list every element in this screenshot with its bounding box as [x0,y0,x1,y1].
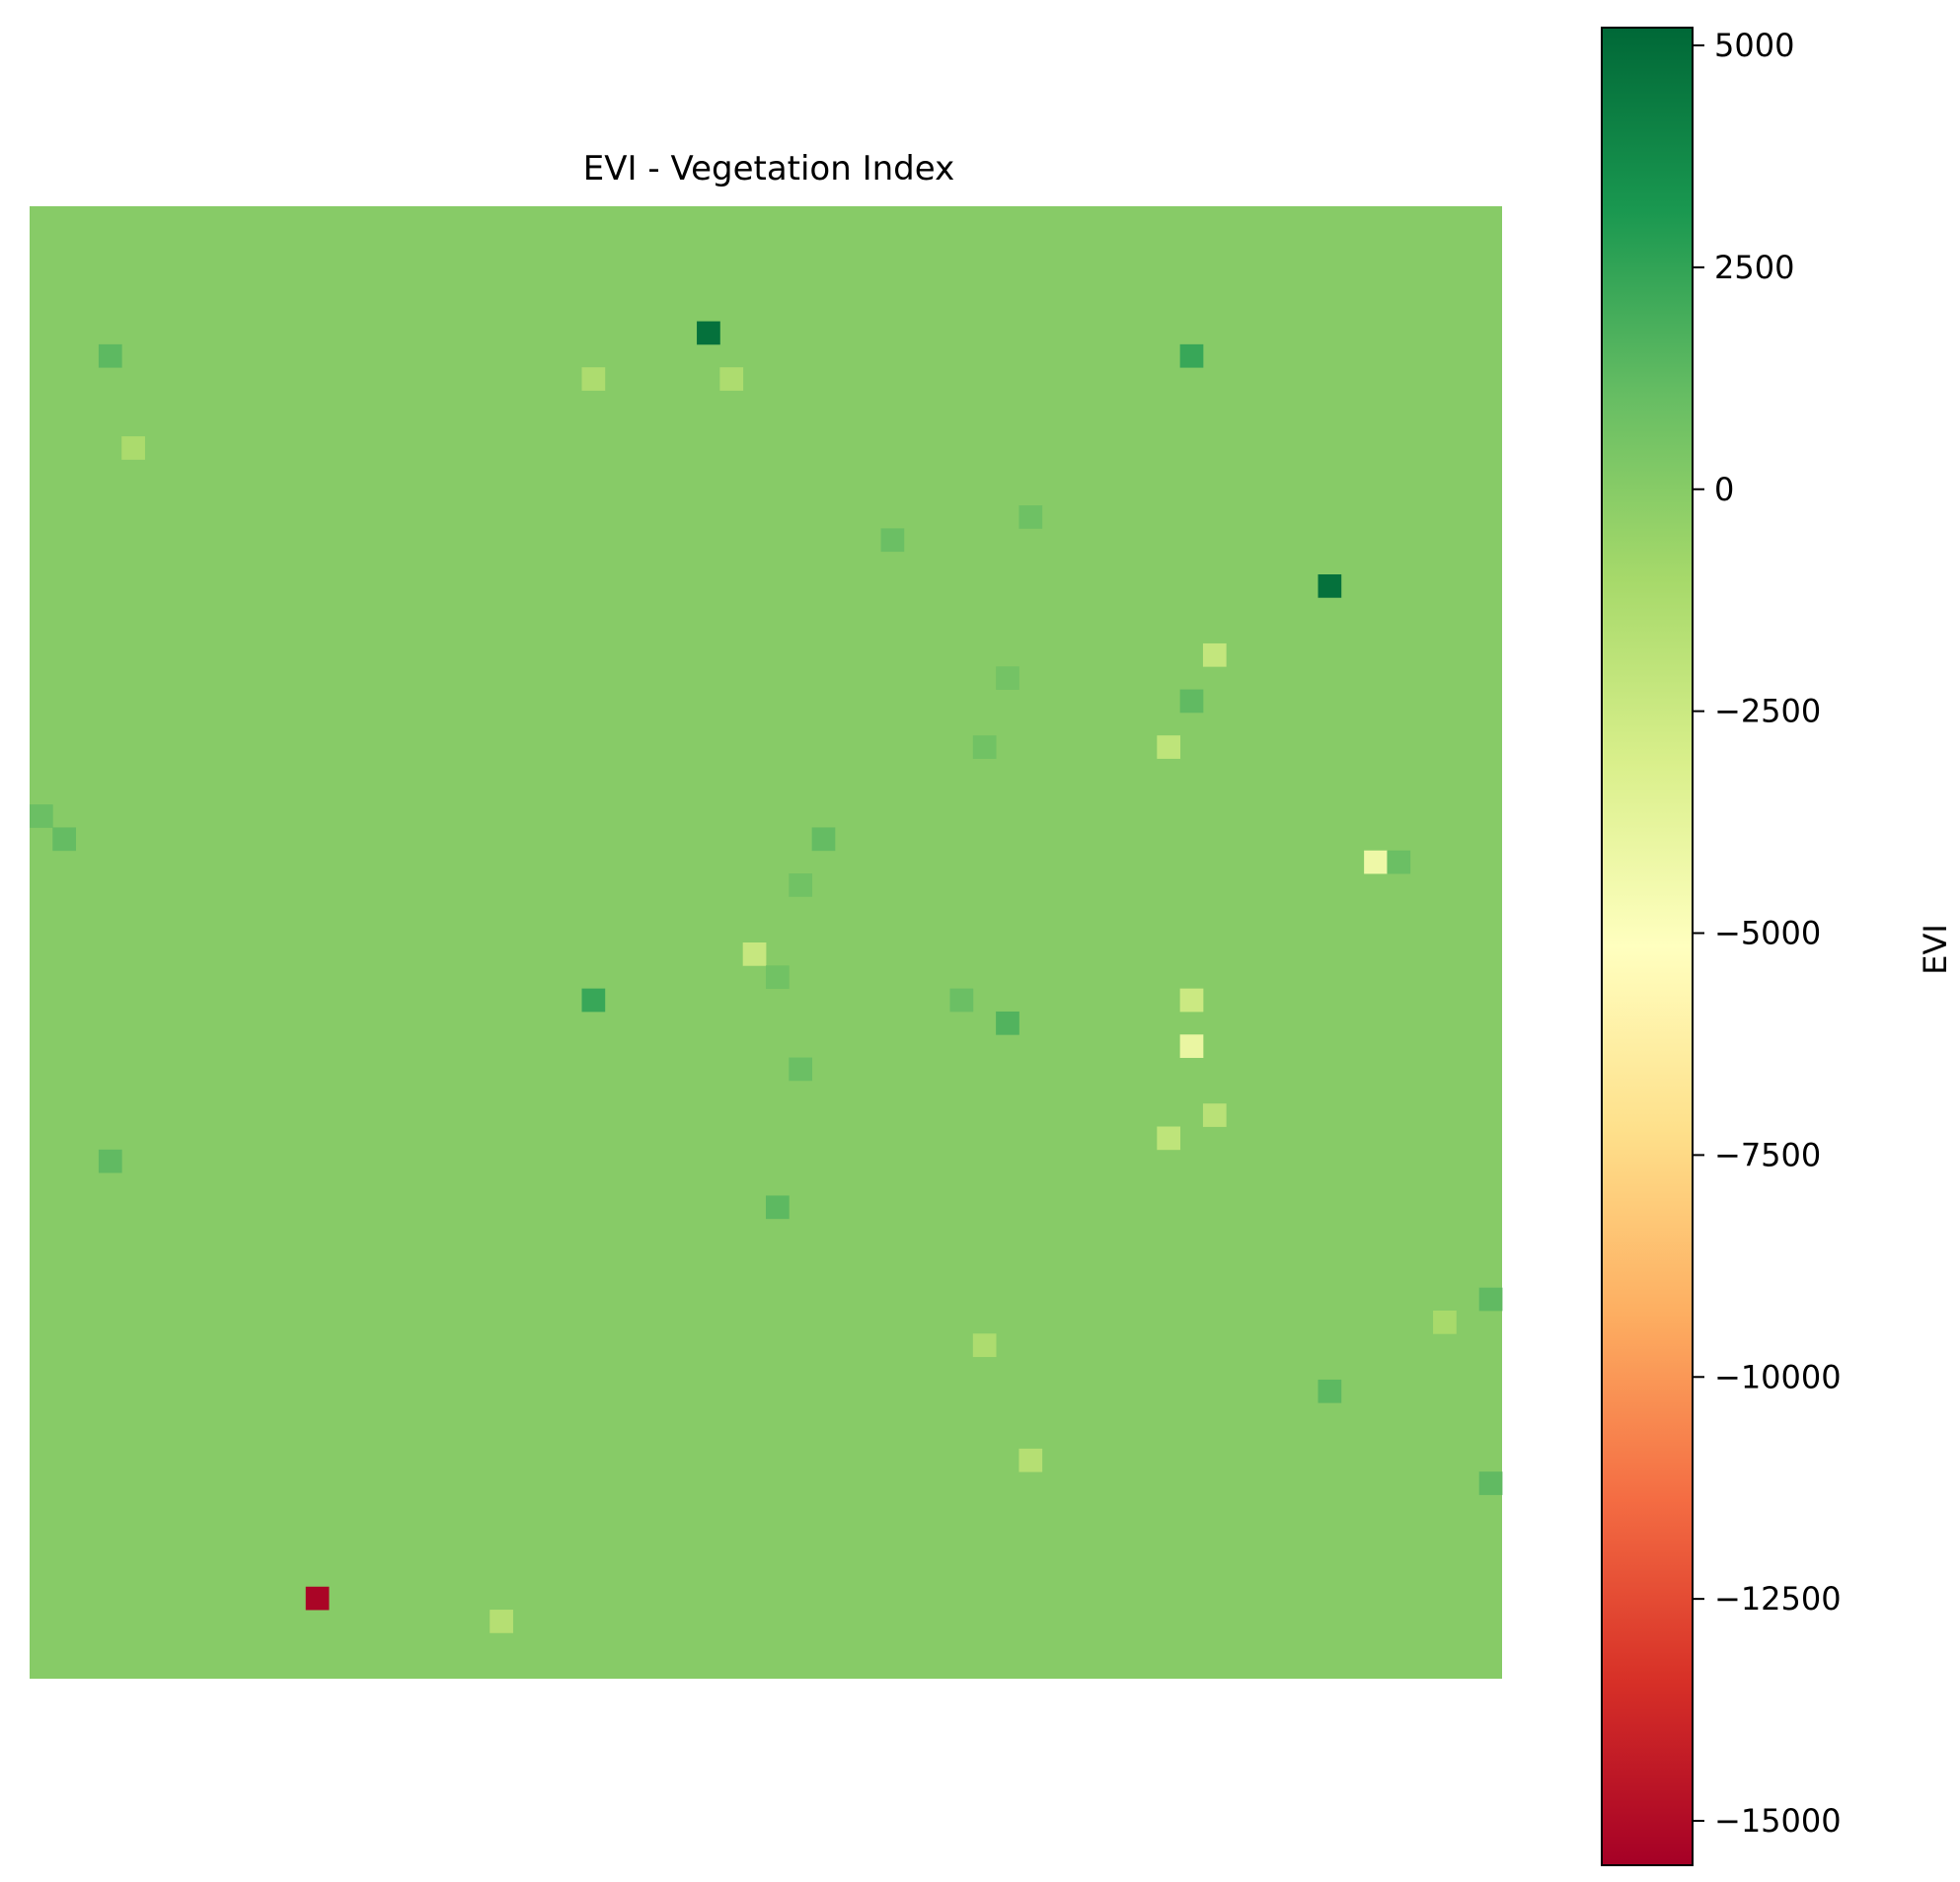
heatmap-cell [766,965,790,990]
colorbar-tick-label: −10000 [1714,1358,1842,1395]
heatmap-cell [697,321,720,345]
colorbar-tick-label: −5000 [1714,915,1821,952]
heatmap-cell [1387,850,1411,874]
heatmap-cell [1179,988,1204,1013]
heatmap-cell [1202,1103,1227,1127]
heatmap-cell [1157,735,1181,759]
heatmap-cell [121,436,145,460]
heatmap-cell [305,1586,330,1611]
heatmap-cell [972,735,997,759]
heatmap-cell [949,988,974,1013]
chart-title: EVI - Vegetation Index [583,149,954,188]
heatmap-cell [1202,642,1227,667]
heatmap-cell [811,827,836,852]
colorbar-tick-label: −12500 [1714,1580,1842,1618]
heatmap-cell [52,827,77,852]
heatmap-cell [1364,850,1388,874]
heatmap-plot-area [30,206,1503,1679]
colorbar-tick-label: −7500 [1714,1136,1821,1173]
heatmap-cell [996,1011,1019,1035]
heatmap-cell [1478,1287,1503,1312]
heatmap-cell [490,1610,513,1633]
heatmap-cell [1433,1311,1457,1334]
heatmap-cell [30,804,53,828]
colorbar-tick-label: 5000 [1714,27,1794,64]
colorbar-label: EVI [1917,924,1954,975]
colorbar-ticks: 5000 2500 0 −2500 −5000 −7500 −10000 −12500 −150… [1693,27,1842,1840]
heatmap-cell [98,343,122,368]
heatmap-cell [581,367,606,391]
heatmap-cell [1018,505,1043,529]
heatmap-cell [1179,343,1204,368]
heatmap-cell [98,1149,122,1173]
colorbar-tick-label: −2500 [1714,693,1821,730]
heatmap-cell [1018,1448,1043,1472]
heatmap-cell [719,367,744,391]
heatmap-cell [1179,1034,1204,1058]
heatmap-cell [972,1333,997,1358]
colorbar-tick-label: 0 [1714,471,1734,508]
heatmap-cell [789,873,813,897]
colorbar-tick-label: −15000 [1714,1802,1842,1840]
heatmap-cell [996,666,1019,690]
heatmap-cell [1478,1471,1503,1495]
heatmap-cell [742,942,767,966]
heatmap-cell [789,1057,813,1082]
heatmap-cell [1157,1126,1181,1151]
heatmap-cell [1318,1379,1342,1403]
colorbar-gradient [1601,27,1694,1866]
heatmap-cell [1318,574,1342,598]
heatmap-cell [1179,689,1204,714]
heatmap-cell [766,1195,790,1220]
heatmap-cell [581,988,606,1013]
heatmap-cell [880,528,905,553]
colorbar: 5000 2500 0 −2500 −5000 −7500 −10000 −12500 −150… [1601,27,1954,1866]
colorbar-tick-label: 2500 [1714,249,1794,286]
